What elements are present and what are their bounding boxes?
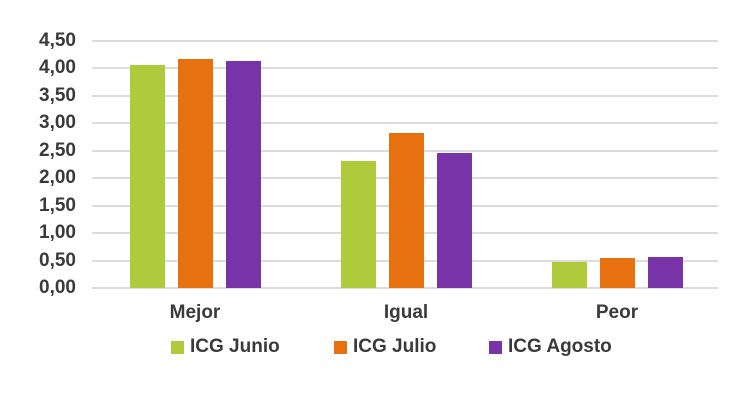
y-tick-label: 3,00 [39, 112, 76, 134]
bar-icg-agosto-mejor [226, 61, 261, 288]
legend-swatch-icg-junio [171, 340, 184, 354]
y-tick-label: 2,00 [39, 167, 76, 189]
y-tick-label: 2,50 [39, 139, 76, 161]
gridline [92, 40, 718, 42]
y-tick-label: 0,00 [39, 277, 76, 298]
gridline [92, 67, 718, 70]
x-axis-category-label: Igual [383, 302, 429, 323]
legend-swatch-icg-julio [334, 340, 347, 354]
legend-item-icg-julio: ICG Julio [334, 336, 436, 358]
legend-item-icg-junio: ICG Junio [171, 336, 280, 358]
gridline [92, 287, 718, 289]
bar-icg-junio-peor [552, 262, 587, 288]
legend-swatch-icg-agosto [489, 340, 502, 354]
y-tick-label: 1,50 [39, 194, 76, 216]
y-tick-label: 4,00 [39, 57, 76, 79]
y-tick-label: 3,50 [39, 84, 76, 106]
legend-label: ICG Julio [353, 336, 437, 357]
x-axis-category-label: Mejor [169, 302, 221, 323]
bar-icg-julio-igual [389, 133, 424, 288]
gridline [92, 122, 718, 125]
legend-label: ICG Agosto [508, 336, 612, 357]
bar-icg-julio-mejor [178, 59, 213, 288]
bar-icg-junio-mejor [130, 65, 165, 288]
y-tick-label: 4,50 [39, 30, 76, 51]
y-tick-label: 1,00 [39, 222, 76, 244]
bar-icg-agosto-igual [437, 153, 472, 288]
y-tick-label: 0,50 [39, 249, 76, 271]
x-axis-category-label: Peor [595, 302, 639, 323]
legend-item-icg-agosto: ICG Agosto [489, 336, 612, 358]
legend-label: ICG Junio [190, 336, 280, 357]
bar-icg-julio-peor [600, 258, 635, 288]
gridline [92, 94, 718, 97]
bar-icg-junio-igual [341, 161, 376, 288]
bar-icg-agosto-peor [648, 257, 683, 288]
